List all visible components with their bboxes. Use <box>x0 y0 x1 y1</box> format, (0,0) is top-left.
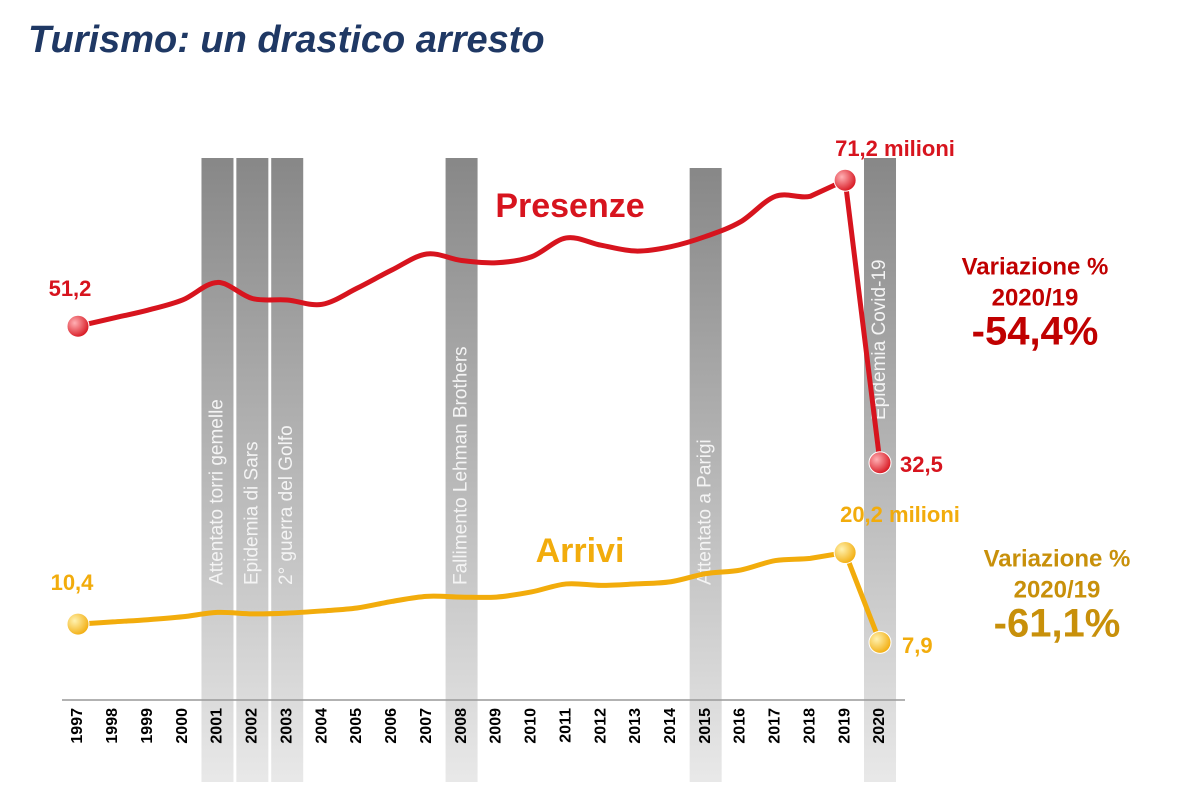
x-tick-label: 2002 <box>244 708 261 744</box>
x-tick-label: 2017 <box>767 708 784 744</box>
point-marker <box>868 630 892 654</box>
x-tick-label: 2018 <box>801 708 818 744</box>
point-marker <box>868 451 892 475</box>
event-label: Epidemia Covid-19 <box>869 259 890 420</box>
x-tick-label: 2001 <box>209 708 226 744</box>
change-annotation: 2020/19 <box>992 284 1079 311</box>
point-marker <box>833 541 857 565</box>
point-marker <box>66 314 90 338</box>
point-marker <box>833 168 857 192</box>
event-label: Fallimento Lehman Brothers <box>451 346 472 585</box>
change-annotation: -61,1% <box>994 602 1121 646</box>
series-line <box>77 550 883 644</box>
x-tick-label: 1998 <box>104 708 121 744</box>
event-band <box>201 158 234 782</box>
event-band <box>271 158 304 782</box>
x-tick-label: 2004 <box>313 708 330 744</box>
point-marker <box>66 612 90 636</box>
x-tick-label: 2008 <box>453 708 470 744</box>
change-annotation: Variazione % <box>984 545 1131 572</box>
value-label: 7,9 <box>902 633 933 658</box>
x-tick-label: 2012 <box>592 708 609 744</box>
change-annotation: 2020/19 <box>1014 576 1101 603</box>
event-band <box>689 168 722 782</box>
x-tick-label: 1997 <box>69 708 86 744</box>
x-tick-label: 2013 <box>627 708 644 744</box>
x-tick-label: 2003 <box>278 708 295 744</box>
series-label: Presenze <box>495 187 644 225</box>
series-label: Arrivi <box>536 532 625 570</box>
x-tick-label: 2019 <box>836 708 853 744</box>
event-band <box>236 158 269 782</box>
event-label: Attentato torri gemelle <box>206 399 227 585</box>
value-label: 10,4 <box>51 570 95 595</box>
value-label: 20,2 milioni <box>840 502 960 527</box>
x-tick-label: 2007 <box>418 708 435 744</box>
x-tick-label: 2005 <box>348 708 365 744</box>
value-label: 32,5 <box>900 452 943 477</box>
x-tick-label: 2020 <box>871 708 888 744</box>
event-label: Attentato a Parigi <box>695 439 716 585</box>
x-tick-label: 2011 <box>557 708 574 743</box>
x-tick-label: 2010 <box>523 708 540 744</box>
event-label: 2° guerra del Golfo <box>276 425 297 585</box>
event-label: Epidemia di Sars <box>241 441 262 585</box>
x-tick-label: 2015 <box>697 708 714 744</box>
x-tick-label: 2006 <box>383 708 400 744</box>
chart-title: Turismo: un drastico arresto <box>28 19 545 61</box>
x-tick-label: 2009 <box>488 708 505 744</box>
x-tick-label: 2014 <box>662 708 679 744</box>
x-tick-label: 2016 <box>732 708 749 744</box>
change-annotation: -54,4% <box>972 310 1099 354</box>
value-label: 71,2 milioni <box>835 136 955 161</box>
x-tick-label: 1999 <box>139 708 156 744</box>
x-tick-label: 2000 <box>174 708 191 744</box>
series-line <box>77 177 883 464</box>
value-label: 51,2 <box>49 276 92 301</box>
change-annotation: Variazione % <box>962 253 1109 280</box>
